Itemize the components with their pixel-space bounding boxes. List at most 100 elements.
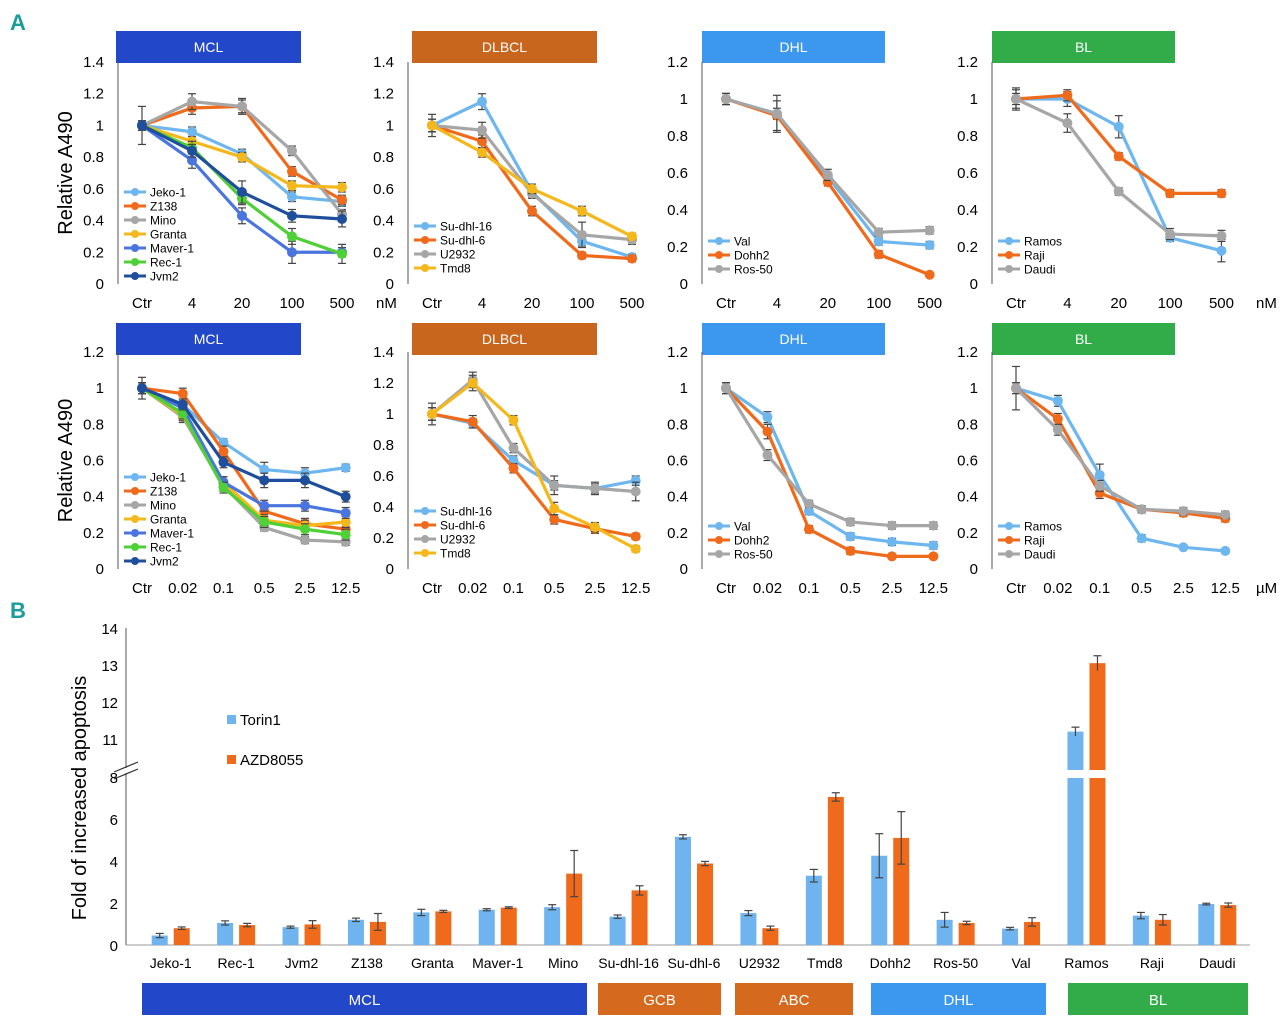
series-line [724, 387, 934, 558]
legend-swatch-marker [131, 188, 139, 196]
data-point [1062, 118, 1073, 129]
y-tick-label: 0.8 [957, 128, 978, 145]
legend-swatch-marker [131, 272, 139, 280]
x-tick-label: Raji [1140, 955, 1164, 971]
group-bar-abc [735, 983, 853, 1015]
x-tick-label: Ctr [716, 580, 736, 597]
legend-label: Z138 [150, 485, 178, 499]
series-line [431, 380, 637, 551]
y-tick-label: 1 [970, 380, 978, 397]
line-chart-top-bl: BL 0 0.2 0.4 0.6 0.8 1 1.2 Ctr 4 20 100 500 nM RamosRa… [957, 31, 1277, 312]
x-tick-label: 2.5 [585, 580, 606, 597]
y-tick-label: 0.6 [373, 181, 394, 198]
x-tick-label: 4 [478, 295, 486, 312]
data-point [259, 475, 270, 486]
data-point [1011, 383, 1021, 394]
bar-azd8055 [827, 796, 844, 945]
bar-azd8055 [369, 921, 386, 945]
legend-label: Su-dhl-16 [440, 505, 492, 519]
x-tick-label: 20 [819, 295, 836, 312]
x-tick-label: Su-dhl-16 [598, 955, 659, 971]
x-tick-label: 500 [619, 295, 644, 312]
line-chart-bottom-dhl: DHL 0 0.2 0.4 0.6 0.8 1 1.2 Ctr 0.02 0.1 0.5 2.5 12.5… [667, 323, 948, 597]
x-tick-label: 100 [569, 295, 594, 312]
data-point [299, 475, 310, 486]
data-point [721, 94, 731, 104]
data-point [1136, 533, 1147, 544]
series-raji: Raji [998, 89, 1227, 263]
series-line [141, 386, 346, 515]
x-tick-label: 0.1 [1089, 580, 1110, 597]
bar-torin1 [936, 919, 953, 945]
data-point [803, 506, 814, 517]
data-point [1052, 424, 1063, 435]
y-tick-label: 0.4 [373, 499, 394, 516]
data-point [803, 498, 814, 509]
legend-label: Daudi [1024, 263, 1055, 277]
data-point [187, 126, 197, 137]
x-tick-label: Mino [548, 955, 579, 971]
data-point [577, 229, 587, 240]
legend-swatch-marker [131, 244, 139, 252]
bar-torin1 [1067, 769, 1084, 945]
legend-swatch-marker [1005, 265, 1013, 273]
data-point [187, 145, 197, 156]
data-point [1113, 186, 1124, 197]
data-point [549, 480, 560, 491]
x-tick-label: Ctr [1006, 580, 1026, 597]
legend-label: Jvm2 [150, 270, 179, 284]
line-chart-top-mcl: MCL 0 0.2 0.4 0.6 0.8 1 1.2 1.4 Ctr 4 20 100 500 Relat… [55, 31, 397, 312]
legend-label: Mino [150, 499, 176, 513]
x-tick-label: Dohh2 [870, 955, 911, 971]
bar-torin1 [609, 916, 626, 945]
data-point [627, 253, 637, 264]
bar-azd8055 [958, 922, 975, 945]
y-tick-label: 13 [101, 658, 118, 675]
y-tick-label: 2 [110, 896, 118, 913]
data-point [822, 169, 833, 180]
series-line [1015, 93, 1222, 195]
group-badge-label: DHL [779, 39, 807, 55]
panel-label-b: B [10, 598, 26, 623]
bar-torin1 [675, 836, 691, 945]
legend-label: Maver-1 [150, 242, 194, 256]
x-unit-label: nM [376, 295, 397, 312]
series-line [431, 412, 637, 491]
y-tick-label: 0.6 [83, 181, 104, 198]
legend-swatch-marker [131, 529, 139, 537]
data-point [259, 516, 270, 527]
bar-torin1 [478, 909, 495, 945]
x-tick-label: 0.1 [213, 580, 234, 597]
legend-swatch-marker [421, 507, 429, 515]
group-badge-dlbcl [412, 323, 597, 355]
data-point [287, 145, 297, 156]
series-daudi: Daudi [998, 87, 1227, 277]
legend-label: Su-dhl-16 [440, 220, 492, 234]
legend-swatch-marker [421, 250, 429, 258]
data-point [427, 409, 437, 419]
data-point [1052, 413, 1063, 424]
data-point [237, 101, 247, 112]
line-chart-bottom-dlbcl: DLBCL 0 0.2 0.4 0.6 0.8 1 1.2 1.4 Ctr 0.02 0.1 0.5 2.… [373, 323, 650, 597]
data-point [477, 125, 487, 136]
x-tick-label: 500 [1209, 295, 1234, 312]
y-axis-label: Relative A490 [55, 111, 77, 234]
data-point [928, 520, 939, 531]
data-point [1165, 229, 1176, 240]
y-tick-label: 0 [386, 561, 394, 578]
data-point [287, 210, 297, 221]
data-point [1094, 469, 1105, 480]
legend-label: Dohh2 [734, 249, 770, 263]
series-jvm2: Jvm2 [124, 105, 347, 284]
data-point [924, 225, 935, 236]
y-tick-label: 1.2 [667, 344, 688, 361]
data-point [477, 96, 487, 107]
x-unit-label: µM [1256, 580, 1277, 597]
group-bar-label: ABC [779, 992, 810, 1009]
group-badge-mcl [116, 323, 301, 355]
data-point [886, 551, 897, 562]
y-tick-label: 0 [96, 276, 104, 293]
bar-azd8055 [435, 911, 452, 945]
legend-label: U2932 [440, 533, 476, 547]
data-point [1052, 395, 1063, 406]
